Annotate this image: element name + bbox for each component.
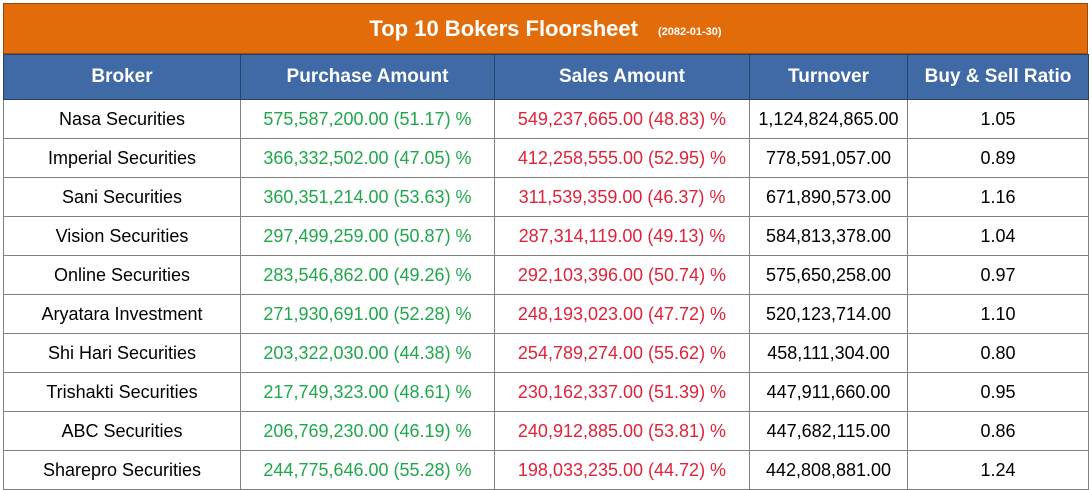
turnover-cell: 671,890,573.00 bbox=[749, 177, 908, 217]
purchase-cell: 206,769,230.00 (46.19) % bbox=[240, 411, 495, 451]
ratio-cell: 1.04 bbox=[907, 216, 1089, 256]
ratio-cell: 1.16 bbox=[907, 177, 1089, 217]
ratio-cell: 0.95 bbox=[907, 372, 1089, 412]
broker-cell: Aryatara Investment bbox=[3, 294, 241, 334]
table-row: Nasa Securities 575,587,200.00 (51.17) %… bbox=[3, 99, 1089, 139]
table-row: Sharepro Securities 244,775,646.00 (55.2… bbox=[3, 450, 1089, 490]
column-header-sales: Sales Amount bbox=[494, 54, 750, 100]
ratio-cell: 0.86 bbox=[907, 411, 1089, 451]
column-header-turnover: Turnover bbox=[749, 54, 908, 100]
sales-cell: 198,033,235.00 (44.72) % bbox=[494, 450, 750, 490]
turnover-cell: 442,808,881.00 bbox=[749, 450, 908, 490]
table-row: Online Securities 283,546,862.00 (49.26)… bbox=[3, 255, 1089, 295]
turnover-cell: 1,124,824,865.00 bbox=[749, 99, 908, 139]
turnover-cell: 447,682,115.00 bbox=[749, 411, 908, 451]
ratio-cell: 0.89 bbox=[907, 138, 1089, 178]
table-row: Vision Securities 297,499,259.00 (50.87)… bbox=[3, 216, 1089, 256]
sales-cell: 412,258,555.00 (52.95) % bbox=[494, 138, 750, 178]
column-header-broker: Broker bbox=[3, 54, 241, 100]
ratio-cell: 1.24 bbox=[907, 450, 1089, 490]
purchase-cell: 575,587,200.00 (51.17) % bbox=[240, 99, 495, 139]
turnover-cell: 778,591,057.00 bbox=[749, 138, 908, 178]
turnover-cell: 584,813,378.00 bbox=[749, 216, 908, 256]
broker-cell: Vision Securities bbox=[3, 216, 241, 256]
broker-cell: Sharepro Securities bbox=[3, 450, 241, 490]
broker-cell: Nasa Securities bbox=[3, 99, 241, 139]
purchase-cell: 244,775,646.00 (55.28) % bbox=[240, 450, 495, 490]
sales-cell: 311,539,359.00 (46.37) % bbox=[494, 177, 750, 217]
turnover-cell: 447,911,660.00 bbox=[749, 372, 908, 412]
table-row: ABC Securities 206,769,230.00 (46.19) % … bbox=[3, 411, 1089, 451]
purchase-cell: 297,499,259.00 (50.87) % bbox=[240, 216, 495, 256]
turnover-cell: 458,111,304.00 bbox=[749, 333, 908, 373]
purchase-cell: 203,322,030.00 (44.38) % bbox=[240, 333, 495, 373]
table-row: Trishakti Securities 217,749,323.00 (48.… bbox=[3, 372, 1089, 412]
sales-cell: 292,103,396.00 (50.74) % bbox=[494, 255, 750, 295]
title-bar: Top 10 Bokers Floorsheet (2082-01-30) bbox=[3, 3, 1088, 54]
broker-table: Broker Purchase Amount Sales Amount Turn… bbox=[3, 54, 1089, 490]
table-row: Aryatara Investment 271,930,691.00 (52.2… bbox=[3, 294, 1089, 334]
sales-cell: 549,237,665.00 (48.83) % bbox=[494, 99, 750, 139]
sales-cell: 230,162,337.00 (51.39) % bbox=[494, 372, 750, 412]
page-title: Top 10 Bokers Floorsheet bbox=[369, 15, 638, 41]
sales-cell: 254,789,274.00 (55.62) % bbox=[494, 333, 750, 373]
turnover-cell: 520,123,714.00 bbox=[749, 294, 908, 334]
broker-cell: Online Securities bbox=[3, 255, 241, 295]
broker-cell: ABC Securities bbox=[3, 411, 241, 451]
header-row: Broker Purchase Amount Sales Amount Turn… bbox=[3, 54, 1089, 100]
column-header-purchase: Purchase Amount bbox=[240, 54, 495, 100]
purchase-cell: 360,351,214.00 (53.63) % bbox=[240, 177, 495, 217]
table-row: Shi Hari Securities 203,322,030.00 (44.3… bbox=[3, 333, 1089, 373]
ratio-cell: 0.97 bbox=[907, 255, 1089, 295]
table-row: Sani Securities 360,351,214.00 (53.63) %… bbox=[3, 177, 1089, 217]
floorsheet-table-container: Top 10 Bokers Floorsheet (2082-01-30) Br… bbox=[3, 3, 1089, 490]
ratio-cell: 1.05 bbox=[907, 99, 1089, 139]
sales-cell: 287,314,119.00 (49.13) % bbox=[494, 216, 750, 256]
broker-cell: Trishakti Securities bbox=[3, 372, 241, 412]
turnover-cell: 575,650,258.00 bbox=[749, 255, 908, 295]
sales-cell: 240,912,885.00 (53.81) % bbox=[494, 411, 750, 451]
broker-cell: Imperial Securities bbox=[3, 138, 241, 178]
date-label: (2082-01-30) bbox=[657, 25, 722, 38]
broker-cell: Sani Securities bbox=[3, 177, 241, 217]
column-header-ratio: Buy & Sell Ratio bbox=[907, 54, 1089, 100]
purchase-cell: 366,332,502.00 (47.05) % bbox=[240, 138, 495, 178]
broker-cell: Shi Hari Securities bbox=[3, 333, 241, 373]
sales-cell: 248,193,023.00 (47.72) % bbox=[494, 294, 750, 334]
purchase-cell: 271,930,691.00 (52.28) % bbox=[240, 294, 495, 334]
ratio-cell: 0.80 bbox=[907, 333, 1089, 373]
table-row: Imperial Securities 366,332,502.00 (47.0… bbox=[3, 138, 1089, 178]
purchase-cell: 217,749,323.00 (48.61) % bbox=[240, 372, 495, 412]
ratio-cell: 1.10 bbox=[907, 294, 1089, 334]
purchase-cell: 283,546,862.00 (49.26) % bbox=[240, 255, 495, 295]
